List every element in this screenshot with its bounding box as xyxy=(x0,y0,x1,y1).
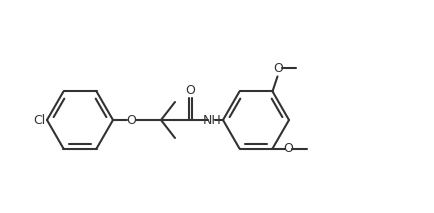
Text: O: O xyxy=(273,62,283,75)
Text: O: O xyxy=(126,114,136,127)
Text: O: O xyxy=(283,142,293,155)
Text: NH: NH xyxy=(203,114,221,127)
Text: Cl: Cl xyxy=(33,114,45,127)
Text: O: O xyxy=(185,83,195,96)
